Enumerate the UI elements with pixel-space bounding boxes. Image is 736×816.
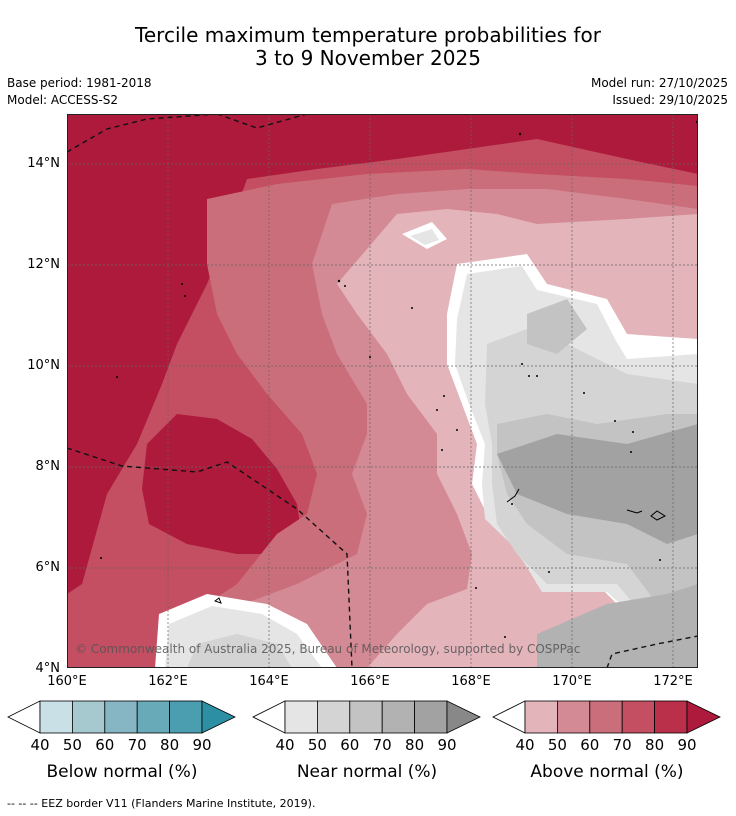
colorbar-above-swatch-3 — [589, 700, 623, 734]
base-period: Base period: 1981-2018 — [7, 76, 152, 90]
lon-label-166e: 166°E — [350, 674, 390, 689]
tick-above-80: 80 — [645, 736, 665, 754]
eez-border — [67, 114, 698, 668]
issued-date: Issued: 29/10/2025 — [612, 93, 728, 107]
colorbar-above-swatch-4 — [621, 700, 655, 734]
colorbar-above-swatch-1 — [524, 700, 558, 734]
colorbar-below-swatch-1 — [39, 700, 73, 734]
tick-above-90: 90 — [677, 736, 697, 754]
colorbar-near-swatch-5 — [414, 700, 448, 734]
model-run: Model run: 27/10/2025 — [590, 76, 728, 90]
colorbar-near-label: Near normal (%) — [296, 762, 438, 782]
lon-label-168e: 168°E — [451, 674, 491, 689]
title-line-1: Tercile maximum temperature probabilitie… — [135, 23, 601, 47]
title-line-2: 3 to 9 November 2025 — [255, 46, 481, 70]
tick-below-80: 80 — [160, 736, 180, 754]
near-normal-spot-fill — [410, 229, 439, 245]
tick-below-50: 50 — [62, 736, 82, 754]
atoll-outlines — [213, 488, 667, 604]
region-above-90-south — [142, 414, 302, 554]
lat-label-4n: 4°N — [35, 661, 61, 676]
lat-label-6n: 6°N — [35, 560, 61, 575]
colorbar-near-swatch-6 — [446, 700, 481, 734]
lon-label-162e: 162°E — [148, 674, 188, 689]
region-near-50-south — [187, 634, 292, 668]
tick-above-60: 60 — [580, 736, 600, 754]
tick-above-50: 50 — [547, 736, 567, 754]
region-near-80 — [497, 424, 698, 544]
lat-label-12n: 12°N — [27, 257, 60, 272]
colorbar-below-swatch-5 — [169, 700, 203, 734]
colorbar-below-swatch-2 — [72, 700, 106, 734]
colorbar-above-swatch-0 — [492, 700, 526, 734]
lon-label-164e: 164°E — [249, 674, 289, 689]
tick-above-40: 40 — [515, 736, 535, 754]
lon-label-160e: 160°E — [47, 674, 87, 689]
model-name: Model: ACCESS-S2 — [7, 93, 119, 107]
lat-label-14n: 14°N — [27, 156, 60, 171]
tick-near-70: 70 — [372, 736, 392, 754]
colorbar-near-swatch-4 — [381, 700, 415, 734]
colorbar-below-swatch-6 — [201, 700, 236, 734]
tick-below-90: 90 — [192, 736, 212, 754]
colorbar-above — [491, 697, 723, 741]
colorbar-above-label: Above normal (%) — [530, 762, 684, 782]
colorbar-above-swatch-2 — [557, 700, 591, 734]
grid-lines — [67, 114, 698, 668]
colorbar-below-swatch-3 — [104, 700, 138, 734]
lat-label-8n: 8°N — [35, 459, 61, 474]
colorbar-above-swatch-6 — [686, 700, 721, 734]
tick-near-60: 60 — [340, 736, 360, 754]
lat-label-10n: 10°N — [27, 358, 60, 373]
tick-below-60: 60 — [95, 736, 115, 754]
copyright-notice: © Commonwealth of Australia 2025, Bureau… — [75, 642, 581, 656]
lon-label-172e: 172°E — [653, 674, 693, 689]
map-svg — [67, 114, 698, 668]
colorbar-near-swatch-1 — [284, 700, 318, 734]
tick-below-70: 70 — [127, 736, 147, 754]
colorbar-near-swatch-2 — [317, 700, 351, 734]
colorbar-below-swatch-4 — [136, 700, 170, 734]
colorbar-below — [6, 697, 238, 741]
tick-near-90: 90 — [437, 736, 457, 754]
colorbar-below-label: Below normal (%) — [46, 762, 198, 782]
colorbar-near-swatch-0 — [252, 700, 286, 734]
colorbar-near-swatch-3 — [349, 700, 383, 734]
islands — [100, 120, 698, 638]
lon-label-170e: 170°E — [552, 674, 592, 689]
tick-below-40: 40 — [30, 736, 50, 754]
region-near-70-south — [537, 584, 698, 668]
footnote-eez: -- -- -- EEZ border V11 (Flanders Marine… — [7, 797, 316, 810]
tick-above-70: 70 — [612, 736, 632, 754]
colorbar-above-swatch-5 — [654, 700, 688, 734]
probability-map — [67, 114, 698, 668]
tick-near-50: 50 — [307, 736, 327, 754]
colorbar-below-swatch-0 — [7, 700, 41, 734]
colorbar-near — [251, 697, 483, 741]
tick-near-40: 40 — [275, 736, 295, 754]
region-near-60-north — [527, 299, 587, 354]
tick-near-80: 80 — [405, 736, 425, 754]
